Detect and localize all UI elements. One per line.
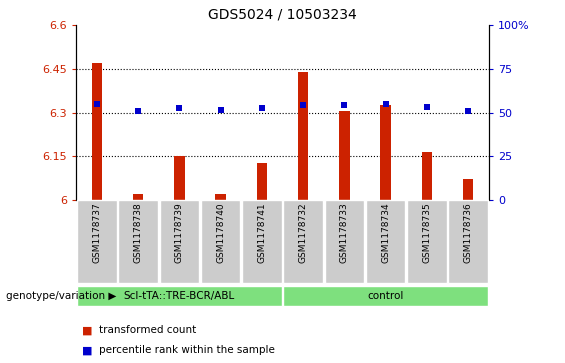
FancyBboxPatch shape [324,200,364,283]
Bar [133,194,144,200]
Bar [174,156,185,200]
FancyBboxPatch shape [159,200,199,283]
Bar [339,111,350,200]
FancyBboxPatch shape [366,200,406,283]
Title: GDS5024 / 10503234: GDS5024 / 10503234 [208,8,357,21]
FancyBboxPatch shape [118,200,158,283]
Bar [257,163,267,200]
FancyBboxPatch shape [77,200,117,283]
Text: GSM1178741: GSM1178741 [258,202,266,263]
FancyBboxPatch shape [283,200,323,283]
FancyBboxPatch shape [448,200,488,283]
Bar [380,105,391,200]
Text: GSM1178737: GSM1178737 [93,202,101,263]
Text: GSM1178732: GSM1178732 [299,202,307,263]
Text: GSM1178736: GSM1178736 [464,202,472,263]
Bar [463,179,473,200]
Text: GSM1178740: GSM1178740 [216,202,225,263]
FancyBboxPatch shape [407,200,447,283]
Text: GSM1178733: GSM1178733 [340,202,349,263]
FancyBboxPatch shape [242,200,282,283]
Text: genotype/variation ▶: genotype/variation ▶ [6,291,116,301]
FancyBboxPatch shape [283,286,488,306]
Text: GSM1178735: GSM1178735 [423,202,431,263]
Bar [298,72,308,200]
Bar [421,152,432,200]
Bar [92,63,102,200]
Text: control: control [367,291,404,301]
Text: GSM1178739: GSM1178739 [175,202,184,263]
Text: GSM1178738: GSM1178738 [134,202,142,263]
Text: Scl-tTA::TRE-BCR/ABL: Scl-tTA::TRE-BCR/ABL [124,291,235,301]
Text: transformed count: transformed count [99,325,196,335]
Text: ■: ■ [82,345,93,355]
FancyBboxPatch shape [201,200,241,283]
FancyBboxPatch shape [77,286,282,306]
Bar [215,194,226,200]
Text: percentile rank within the sample: percentile rank within the sample [99,345,275,355]
Text: ■: ■ [82,325,93,335]
Text: GSM1178734: GSM1178734 [381,202,390,263]
